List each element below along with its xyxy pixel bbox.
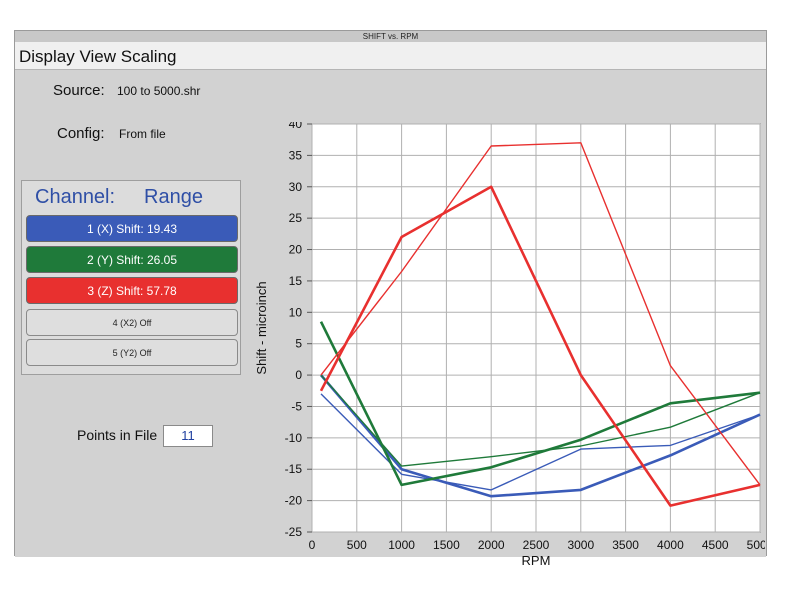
y-tick-label: 25 — [289, 211, 303, 225]
channel-3-z-button[interactable]: 3 (Z) Shift: 57.78 — [26, 277, 238, 304]
series-3-line-up — [319, 185, 761, 507]
x-tick-label: 2500 — [523, 538, 550, 552]
range-header-label: Range — [144, 186, 203, 208]
x-tick-label: 2000 — [478, 538, 505, 552]
series-2-line-down — [320, 374, 761, 467]
x-tick-label: 1500 — [433, 538, 460, 552]
y-tick-label: -10 — [285, 431, 303, 445]
channel-2-y-button[interactable]: 2 (Y) Shift: 26.05 — [26, 246, 238, 273]
source-label: Source: — [53, 82, 105, 99]
y-tick-label: 10 — [289, 305, 303, 319]
series-1-line-up — [320, 374, 761, 498]
y-tick-label: 0 — [295, 368, 302, 382]
x-tick-label: 1000 — [388, 538, 415, 552]
x-tick-label: 0 — [309, 538, 316, 552]
channel-header-label: Channel: — [35, 186, 116, 208]
x-axis-label: RPM — [522, 553, 551, 568]
x-tick-label: 3500 — [612, 538, 639, 552]
y-tick-label: 35 — [289, 148, 303, 162]
menu-bar: Display View Scaling — [15, 42, 766, 70]
y-tick-label: -20 — [285, 494, 303, 508]
x-tick-label: 5000 — [747, 538, 765, 552]
y-axis-label: Shift - microinch — [254, 281, 269, 374]
y-tick-label: -15 — [285, 462, 303, 476]
series-2-line-up — [319, 321, 761, 487]
menu-display-view-scaling[interactable]: Display View Scaling — [19, 47, 177, 66]
x-tick-label: 4000 — [657, 538, 684, 552]
x-tick-label: 4500 — [702, 538, 729, 552]
x-tick-label: 3000 — [567, 538, 594, 552]
source-value: 100 to 5000.shr — [117, 84, 201, 98]
config-label: Config: — [57, 125, 105, 142]
y-tick-label: -5 — [291, 399, 302, 413]
config-value: From file — [119, 127, 166, 141]
y-tick-label: 20 — [289, 243, 303, 257]
y-tick-label: -25 — [285, 525, 303, 539]
main-content: Source: 100 to 5000.shr Config: From fil… — [15, 70, 766, 568]
window-title: SHIFT vs. RPM — [362, 32, 419, 41]
channel-4-x2-button[interactable]: 4 (X2) Off — [26, 309, 238, 336]
points-in-file-field[interactable]: 11 — [163, 425, 213, 447]
series-3-line-down — [320, 142, 761, 486]
y-tick-label: 40 — [289, 122, 303, 131]
x-tick-label: 500 — [347, 538, 367, 552]
app-window: SHIFT vs. RPM Display View Scaling Sourc… — [14, 30, 767, 568]
channel-header: Channel: Range — [22, 184, 240, 210]
y-tick-label: 30 — [289, 180, 303, 194]
series-1-line-down — [320, 393, 761, 491]
channel-5-y2-button[interactable]: 5 (Y2) Off — [26, 339, 238, 366]
y-tick-label: 15 — [289, 274, 303, 288]
shift-vs-rpm-chart: 0 500 1000 1500 2000 2500 3000 3500 4000 4500 5000… — [254, 122, 765, 568]
channel-1-x-button[interactable]: 1 (X) Shift: 19.43 — [26, 215, 238, 242]
y-tick-label: 5 — [295, 337, 302, 351]
window-title-bar: SHIFT vs. RPM — [15, 31, 766, 42]
channel-range-panel: Channel: Range 1 (X) Shift: 19.43 2 (Y) … — [21, 180, 241, 375]
points-in-file-label: Points in File — [77, 427, 158, 443]
